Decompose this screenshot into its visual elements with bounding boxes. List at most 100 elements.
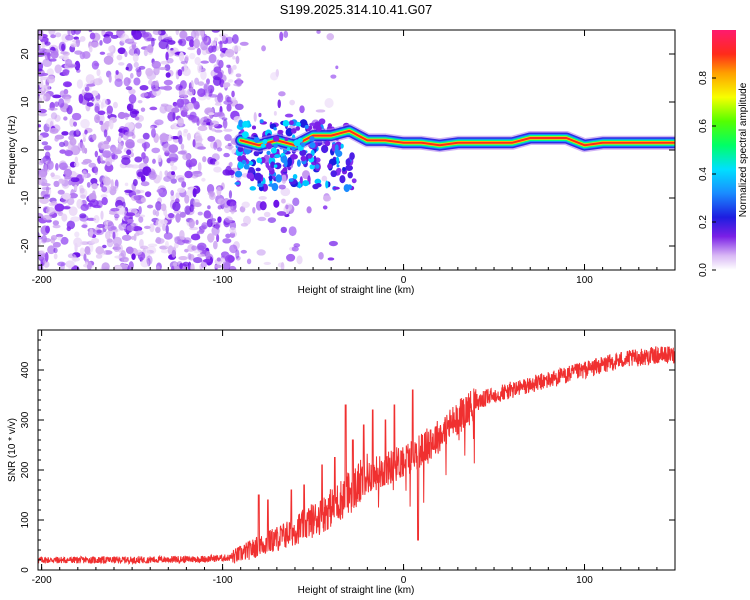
noise-blob (110, 179, 114, 189)
noise-blob (58, 162, 68, 171)
noise-blob (225, 233, 231, 239)
noise-blob (134, 156, 143, 163)
noise-blob (114, 255, 123, 259)
ridge-speckle (309, 136, 315, 142)
noise-blob (80, 194, 87, 199)
noise-blob (202, 258, 212, 263)
noise-blob (170, 49, 177, 54)
noise-blob (213, 240, 218, 250)
ridge-speckle (324, 140, 331, 147)
noise-blob (211, 40, 217, 46)
noise-blob (267, 217, 277, 223)
colorbar-tick-label: 0.6 (698, 119, 709, 133)
noise-blob (258, 112, 262, 118)
noise-blob (88, 30, 93, 33)
noise-blob (84, 86, 90, 92)
noise-blob (214, 161, 220, 166)
noise-blob (226, 96, 232, 103)
bottom-x-tick-label: 100 (576, 575, 593, 586)
noise-blob (58, 141, 65, 148)
noise-blob (99, 39, 103, 46)
ridge-speckle (309, 142, 316, 149)
noise-blob (322, 195, 332, 202)
noise-blob (177, 117, 184, 127)
noise-blob (54, 101, 60, 108)
noise-blob (196, 47, 201, 56)
noise-blob (136, 249, 143, 255)
noise-blob (103, 55, 114, 65)
noise-blob (101, 98, 108, 108)
noise-blob (201, 177, 206, 182)
noise-blob (76, 79, 83, 89)
noise-blob (83, 92, 94, 101)
noise-blob (146, 246, 157, 255)
noise-blob (101, 262, 110, 270)
noise-blob (132, 30, 142, 40)
noise-blob (218, 59, 224, 69)
ridge-speckle (259, 119, 264, 124)
noise-blob (71, 112, 82, 121)
noise-blob (149, 223, 155, 233)
ridge-speckle (241, 131, 249, 139)
ridge-speckle (251, 125, 257, 130)
noise-blob (165, 43, 170, 50)
noise-blob (70, 188, 75, 199)
noise-blob (43, 145, 52, 151)
noise-blob (197, 81, 205, 86)
transition-blob (351, 178, 357, 184)
noise-blob (292, 197, 300, 207)
noise-blob (172, 201, 181, 212)
noise-blob (124, 38, 135, 44)
top-x-tick-label: 0 (401, 275, 407, 286)
noise-blob (163, 79, 173, 86)
noise-blob (38, 68, 43, 72)
noise-blob (214, 264, 222, 269)
noise-blob (48, 30, 56, 36)
noise-blob (102, 36, 112, 44)
ridge-speckle (270, 147, 277, 154)
ridge-speckle (277, 129, 283, 135)
noise-blob (228, 161, 233, 168)
ridge-speckle (295, 126, 301, 131)
noise-blob (223, 152, 230, 158)
noise-blob (165, 51, 169, 61)
noise-blob (112, 101, 118, 109)
noise-blob (125, 86, 133, 91)
noise-blob (43, 52, 50, 56)
noise-blob (197, 253, 206, 258)
noise-blob (229, 231, 236, 238)
noise-blob (186, 132, 192, 141)
noise-blob (263, 211, 271, 218)
bottom-y-tick-label: 0 (20, 567, 31, 573)
noise-blob (84, 129, 88, 135)
noise-blob (224, 216, 233, 223)
noise-blob (286, 253, 296, 262)
noise-blob (207, 135, 216, 142)
transition-blob (349, 152, 355, 161)
noise-blob (158, 39, 169, 50)
noise-blob (70, 30, 76, 36)
noise-blob (42, 214, 53, 221)
noise-blob (50, 172, 55, 178)
noise-blob (54, 134, 65, 140)
noise-blob (91, 237, 100, 244)
transition-blob (270, 161, 276, 169)
transition-blob (249, 186, 257, 191)
noise-blob (246, 258, 252, 265)
noise-blob (101, 186, 108, 193)
noise-blob (221, 117, 228, 121)
spectrogram-layer (38, 30, 675, 270)
noise-blob (214, 102, 222, 106)
noise-blob (222, 238, 232, 244)
noise-blob (138, 65, 146, 70)
bottom-y-tick-label: 300 (20, 411, 31, 428)
noise-blob (259, 201, 267, 211)
noise-blob (42, 238, 51, 243)
noise-blob (213, 166, 222, 173)
noise-blob (280, 261, 285, 270)
noise-blob (200, 30, 205, 38)
noise-blob (140, 245, 149, 250)
top-x-tick-label: -100 (213, 275, 233, 286)
noise-blob (44, 252, 49, 262)
noise-blob (132, 179, 138, 187)
